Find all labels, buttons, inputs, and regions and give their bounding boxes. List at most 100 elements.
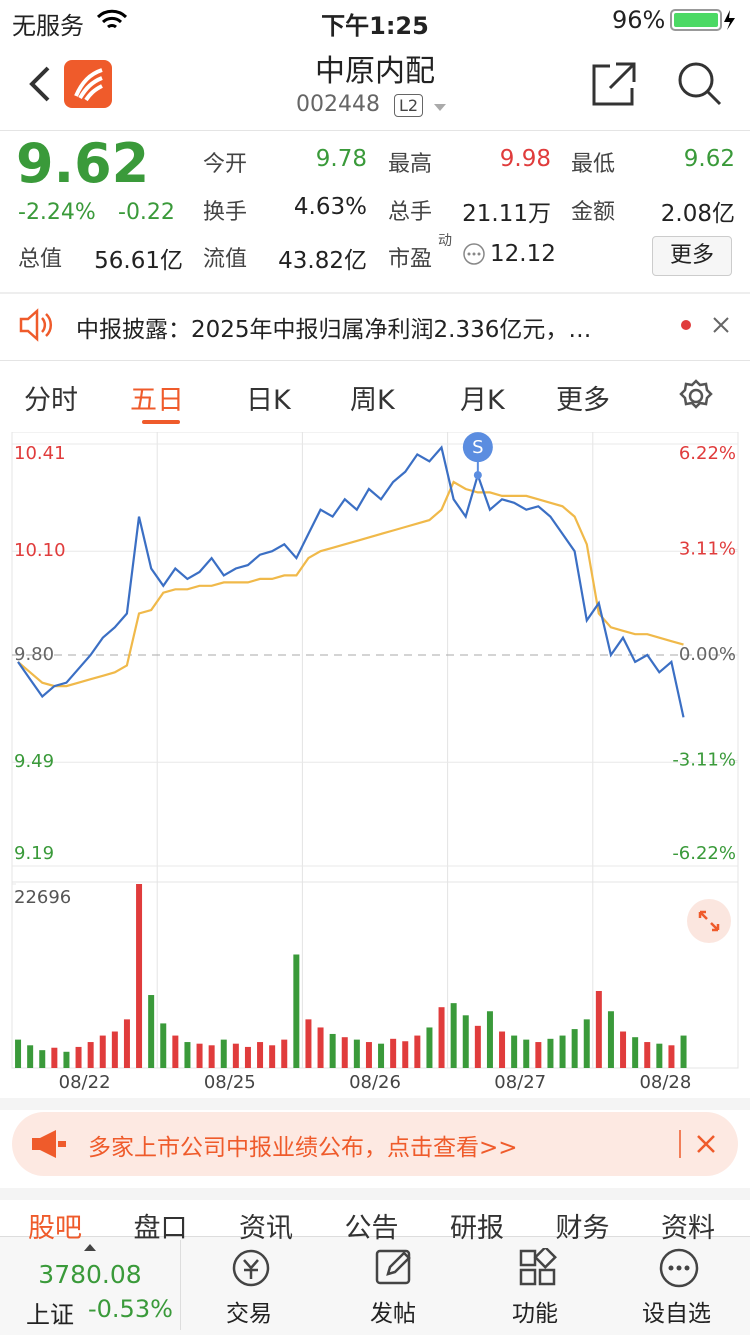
volume-bar bbox=[305, 1019, 312, 1068]
field-label: 最低 bbox=[571, 152, 616, 177]
footer-item[interactable]: 功能 bbox=[512, 1301, 558, 1327]
volume-bar bbox=[111, 1031, 118, 1068]
index-value[interactable]: 3780.08 bbox=[38, 1260, 142, 1289]
info-icon[interactable] bbox=[462, 242, 486, 266]
tab[interactable]: 五日 bbox=[130, 385, 184, 416]
y-tick-label: 10.10 bbox=[14, 540, 66, 561]
index-change[interactable]: -0.53% bbox=[88, 1295, 173, 1323]
volume-bar bbox=[668, 1045, 675, 1068]
volume-bar bbox=[136, 884, 143, 1068]
expand-button[interactable] bbox=[686, 898, 732, 944]
average-line bbox=[17, 480, 684, 688]
volume-bar bbox=[571, 1029, 578, 1068]
field-value: 2.08亿 bbox=[660, 201, 735, 227]
volume-bar bbox=[644, 1042, 651, 1068]
volume-bar bbox=[341, 1037, 348, 1068]
volume-bar bbox=[656, 1043, 663, 1068]
tab[interactable]: 更多 bbox=[556, 385, 610, 416]
field-value: 9.62 bbox=[683, 146, 735, 172]
field-value: 12.12 bbox=[490, 241, 556, 267]
dropdown[interactable] bbox=[432, 102, 448, 114]
tab[interactable]: 日K bbox=[246, 385, 291, 416]
field-label: 换手 bbox=[203, 200, 248, 225]
volume-bar bbox=[378, 1043, 385, 1068]
sub-tab[interactable]: 盘口 bbox=[133, 1213, 188, 1244]
x-tick-label: 08/25 bbox=[204, 1072, 256, 1093]
volume-bar bbox=[172, 1035, 179, 1068]
volume-bar bbox=[160, 1023, 167, 1068]
tab[interactable]: 分时 bbox=[24, 385, 78, 416]
volume-bar bbox=[535, 1042, 542, 1068]
sub-tab[interactable]: 研报 bbox=[450, 1213, 504, 1244]
field-value: 9.78 bbox=[315, 146, 367, 172]
sub-tab[interactable]: 财务 bbox=[555, 1213, 610, 1244]
banner[interactable] bbox=[12, 1112, 738, 1176]
tab[interactable]: 月K bbox=[460, 385, 505, 416]
volume-bar bbox=[353, 1039, 360, 1068]
tab-indicator bbox=[142, 420, 180, 424]
volume-bar bbox=[365, 1042, 372, 1068]
volume-bar bbox=[511, 1035, 518, 1068]
y2-tick-label: -6.22% bbox=[672, 843, 736, 864]
share-button[interactable] bbox=[590, 60, 638, 108]
level-badge: L2 bbox=[394, 94, 424, 117]
field-label: 金额 bbox=[571, 200, 616, 225]
footer-item[interactable]: 设自选 bbox=[642, 1301, 711, 1327]
y-tick-label: 10.41 bbox=[14, 443, 66, 464]
field-value: 43.82亿 bbox=[278, 248, 367, 274]
volume-bar bbox=[547, 1038, 554, 1068]
volume-bar bbox=[269, 1045, 276, 1068]
sub-tab[interactable]: 资料 bbox=[661, 1213, 715, 1244]
footer-item[interactable]: 发帖 bbox=[370, 1301, 416, 1327]
volume-bar bbox=[474, 1025, 481, 1068]
sub-tab[interactable]: 资讯 bbox=[239, 1213, 293, 1244]
banner-text[interactable]: 多家上市公司中报业绩公布，点击查看>> bbox=[88, 1135, 518, 1161]
marker-dot bbox=[473, 471, 482, 480]
change: -0.22 bbox=[118, 200, 175, 225]
y-tick-label: 9.49 bbox=[14, 751, 54, 772]
function-icon bbox=[519, 1248, 557, 1286]
volume-bar bbox=[244, 1046, 251, 1068]
sub-tab[interactable]: 股吧 bbox=[28, 1213, 82, 1244]
x-tick-label: 08/26 bbox=[349, 1072, 401, 1093]
volume-bar bbox=[680, 1035, 687, 1068]
footer-item[interactable]: 交易 bbox=[226, 1301, 272, 1327]
settings-button[interactable] bbox=[678, 378, 714, 414]
volume-bar bbox=[632, 1037, 639, 1068]
volume-bar bbox=[293, 954, 300, 1068]
megaphone-icon bbox=[32, 1130, 66, 1158]
volume-bar bbox=[499, 1031, 506, 1068]
banner-close[interactable] bbox=[678, 1128, 722, 1160]
watchlist-icon bbox=[659, 1248, 699, 1288]
y2-tick-label: -3.11% bbox=[672, 750, 736, 771]
volume-bar bbox=[620, 1031, 627, 1068]
volume-bar bbox=[99, 1035, 106, 1068]
x-tick-label: 08/27 bbox=[494, 1072, 546, 1093]
field-label: 今开 bbox=[203, 152, 248, 177]
field-label: 总值 bbox=[18, 247, 63, 272]
notice-text[interactable]: 中报披露：2025年中报归属净利润2.336亿元，… bbox=[76, 317, 592, 343]
y2-tick-label: 6.22% bbox=[679, 443, 736, 464]
volume-bar bbox=[462, 1015, 469, 1068]
intraday-chart: 10.41 10.10 9.80 9.49 9.19 6.22% 3.11% 0.00% -3.… bbox=[11, 432, 739, 1093]
x-tick-label: 08/28 bbox=[639, 1072, 691, 1093]
volume-bar bbox=[583, 1019, 590, 1068]
field-value: 21.11万 bbox=[462, 201, 551, 227]
volume-bar bbox=[51, 1047, 58, 1068]
index-name[interactable]: 上证 bbox=[26, 1301, 74, 1329]
volume-bar bbox=[438, 1007, 445, 1068]
volume-bar bbox=[232, 1043, 239, 1068]
sub-tab[interactable]: 公告 bbox=[344, 1213, 399, 1244]
notice-close[interactable] bbox=[678, 316, 738, 336]
y-tick-label: 9.80 bbox=[14, 644, 54, 665]
field-value: 9.98 bbox=[499, 146, 551, 172]
battery-icon bbox=[670, 9, 735, 31]
tab[interactable]: 周K bbox=[350, 385, 395, 416]
back-button[interactable] bbox=[26, 64, 54, 104]
trade-icon bbox=[232, 1249, 270, 1287]
pe-superscript: 动 bbox=[438, 233, 452, 249]
search-button[interactable] bbox=[676, 60, 724, 108]
field-label: 流值 bbox=[203, 247, 248, 272]
field-label: 最高 bbox=[388, 152, 433, 177]
more-button[interactable]: 更多 bbox=[652, 236, 732, 276]
